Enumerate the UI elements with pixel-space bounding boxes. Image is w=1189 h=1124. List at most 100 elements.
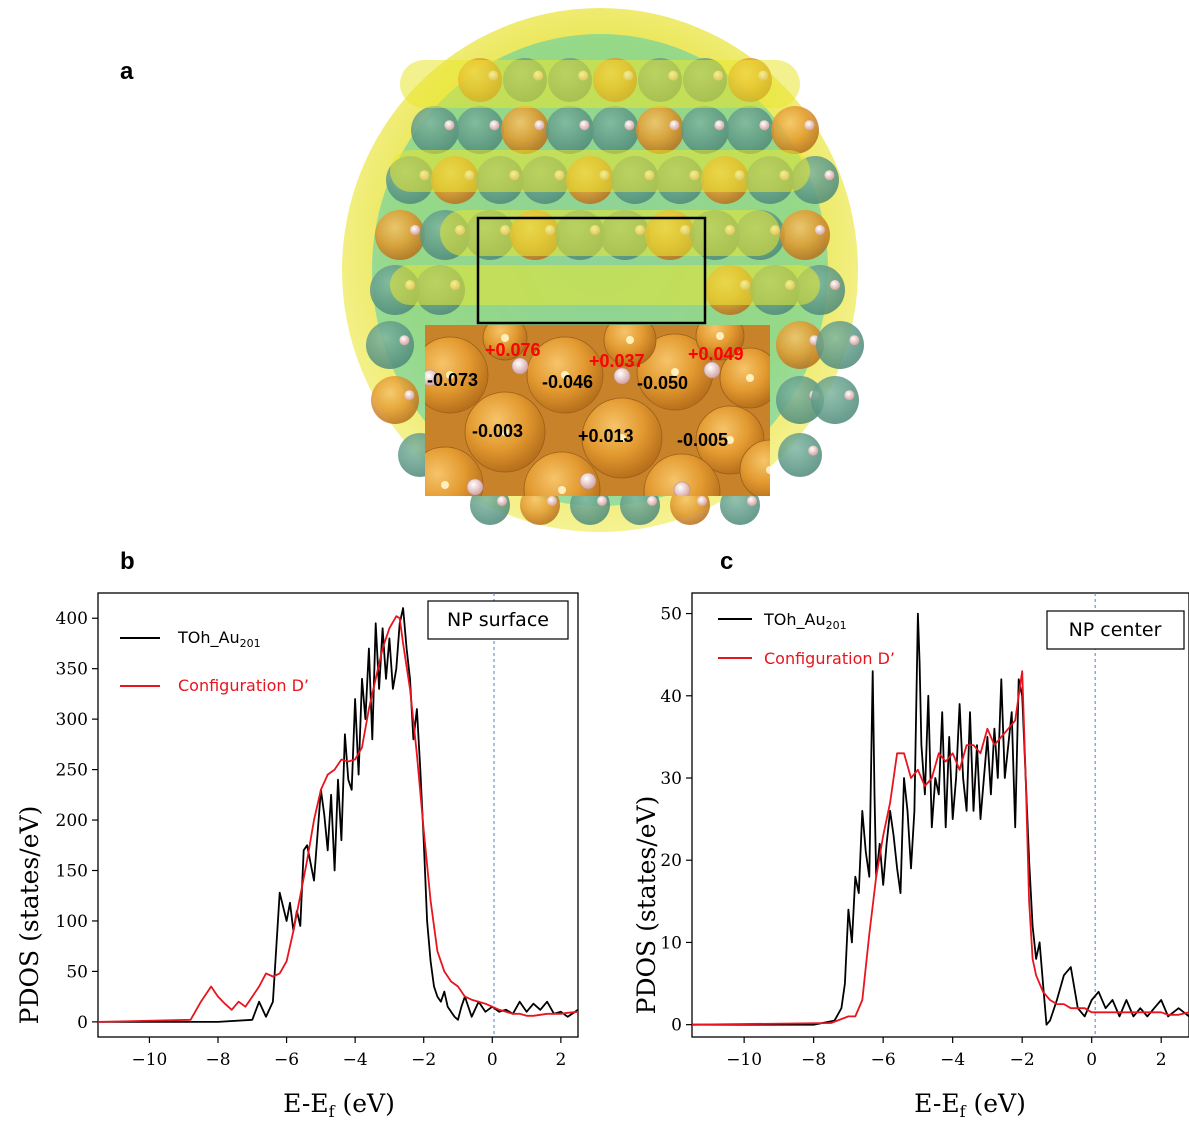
charge-label-neg-3: -0.050 bbox=[637, 373, 688, 393]
y-tick-label: 300 bbox=[56, 710, 88, 730]
hydrogen-atom bbox=[815, 225, 825, 235]
charge-label-sub-2: +0.013 bbox=[578, 426, 634, 446]
series-line-toh-au201 bbox=[98, 607, 578, 1023]
surface-inset bbox=[425, 325, 770, 496]
gold-atom bbox=[371, 376, 419, 424]
gold-atom bbox=[366, 321, 414, 369]
hydrogen-atom bbox=[579, 120, 590, 131]
series-lines bbox=[98, 607, 578, 1023]
y-tick-label: 100 bbox=[56, 912, 88, 932]
x-tick-label: −2 bbox=[1010, 1050, 1035, 1070]
y-tick-label: 0 bbox=[77, 1013, 88, 1033]
isosurface-row bbox=[390, 150, 810, 192]
hydrogen-atom bbox=[824, 170, 835, 181]
x-tick-label: −10 bbox=[726, 1050, 762, 1070]
inset-atom-highlight bbox=[561, 371, 569, 379]
highlight-box bbox=[476, 216, 707, 325]
legend: TOh_Au201 Configuration D’ bbox=[718, 610, 895, 668]
y-tick-label: 30 bbox=[660, 769, 682, 789]
hydrogen-atom bbox=[597, 496, 607, 506]
x-tick-label: −4 bbox=[343, 1050, 368, 1070]
inset-hydrogen-atom bbox=[511, 357, 529, 375]
inset-hydrogen-atom bbox=[673, 481, 691, 496]
isosurface-row bbox=[400, 60, 800, 108]
panel-label-a: a bbox=[120, 58, 134, 85]
hydrogen-atom bbox=[697, 496, 707, 506]
y-tick-label: 20 bbox=[660, 851, 682, 871]
y-tick-label: 150 bbox=[56, 862, 88, 882]
hydrogen-atom bbox=[830, 280, 840, 290]
x-tick-label: −10 bbox=[131, 1050, 167, 1070]
gold-atom bbox=[456, 106, 504, 154]
panel-label-b: b bbox=[120, 548, 135, 575]
inset-gold-atom bbox=[695, 325, 745, 361]
pdos-chart-surface: −10 −8 −6 −4 −2 0 2 0 50 100 150 200 250 300 350 400 NP… bbox=[15, 592, 579, 1121]
nanoparticle-charge-density-image: +0.076 +0.037 +0.049 -0.073 -0.046 -0.05… bbox=[342, 8, 864, 532]
hydrogen-atom bbox=[497, 496, 507, 506]
inset-gold-atom bbox=[482, 325, 528, 361]
x-axis-label: E-Ef (eV) bbox=[914, 1089, 1026, 1121]
gold-atom bbox=[546, 106, 594, 154]
panel-label-c: c bbox=[720, 548, 734, 575]
gold-atom bbox=[411, 106, 459, 154]
y-tick-label: 350 bbox=[56, 660, 88, 680]
isosurface-row bbox=[440, 210, 780, 256]
legend-label-toh: TOh_Au201 bbox=[177, 628, 261, 650]
inset-atom-highlight bbox=[746, 374, 754, 382]
y-tick-label: 40 bbox=[660, 687, 682, 707]
inset-atom-highlight bbox=[558, 486, 566, 494]
gold-atom bbox=[375, 210, 425, 260]
gold-atom bbox=[776, 376, 824, 424]
legend-label-config: Configuration D’ bbox=[764, 649, 895, 668]
series-line-configuration-d bbox=[692, 670, 1189, 1026]
y-tick-label: 200 bbox=[56, 811, 88, 831]
x-axis-label: E-Ef (eV) bbox=[283, 1089, 395, 1121]
hydrogen-atom bbox=[444, 120, 455, 131]
gold-atom bbox=[726, 106, 774, 154]
inset-atom-highlight bbox=[446, 371, 454, 379]
inset-gold-atom bbox=[739, 439, 770, 496]
x-tick-label: −8 bbox=[205, 1050, 230, 1070]
hydrogen-atom bbox=[647, 496, 657, 506]
inset-hydrogen-atom bbox=[466, 478, 484, 496]
charge-label-sub-1: -0.003 bbox=[472, 421, 523, 441]
y-axis-label: PDOS (states/eV) bbox=[632, 796, 661, 1015]
inset-hydrogen-atom bbox=[613, 367, 631, 385]
isosurface-row bbox=[390, 265, 820, 305]
hydrogen-atom bbox=[808, 445, 819, 456]
inset-atom-highlight bbox=[501, 428, 509, 436]
hydrogen-atom bbox=[547, 496, 557, 506]
hydrogen-atom bbox=[404, 390, 415, 401]
inset-atom-highlight bbox=[726, 436, 734, 444]
region-box bbox=[1046, 610, 1185, 650]
gold-atom bbox=[780, 210, 830, 260]
y-tick-label: 50 bbox=[66, 962, 88, 982]
hydrogen-atom bbox=[844, 390, 855, 401]
gold-atom bbox=[771, 106, 819, 154]
gold-atom bbox=[776, 321, 824, 369]
inset-atom-highlight bbox=[626, 336, 634, 344]
charge-label-pos-3: +0.049 bbox=[688, 344, 744, 364]
x-tick-label: 2 bbox=[1156, 1050, 1167, 1070]
hydrogen-atom bbox=[399, 335, 410, 346]
x-tick-label: −4 bbox=[940, 1050, 965, 1070]
inset-atom-highlight bbox=[766, 466, 770, 474]
inset-gold-atom bbox=[603, 325, 657, 367]
hydrogen-atom bbox=[747, 496, 757, 506]
axis-ticks: −10 −8 −6 −4 −2 0 2 0 50 100 150 200 250 300 350 400 bbox=[56, 609, 567, 1070]
x-tick-label: 2 bbox=[555, 1050, 566, 1070]
inset-hydrogen-atom bbox=[703, 361, 721, 379]
hydrogen-atom bbox=[624, 120, 635, 131]
x-tick-label: −2 bbox=[411, 1050, 436, 1070]
series-line-toh-au201 bbox=[692, 612, 1189, 1026]
gold-atom bbox=[811, 376, 859, 424]
hydrogen-atom bbox=[849, 335, 860, 346]
gold-atom bbox=[501, 106, 549, 154]
inset-atom-highlight bbox=[441, 481, 449, 489]
y-tick-label: 50 bbox=[660, 605, 682, 625]
region-label: NP center bbox=[1069, 619, 1162, 641]
charge-label-neg-1: -0.073 bbox=[427, 370, 478, 390]
legend-label-config: Configuration D’ bbox=[178, 676, 309, 695]
charge-label-pos-2: +0.037 bbox=[589, 351, 645, 371]
